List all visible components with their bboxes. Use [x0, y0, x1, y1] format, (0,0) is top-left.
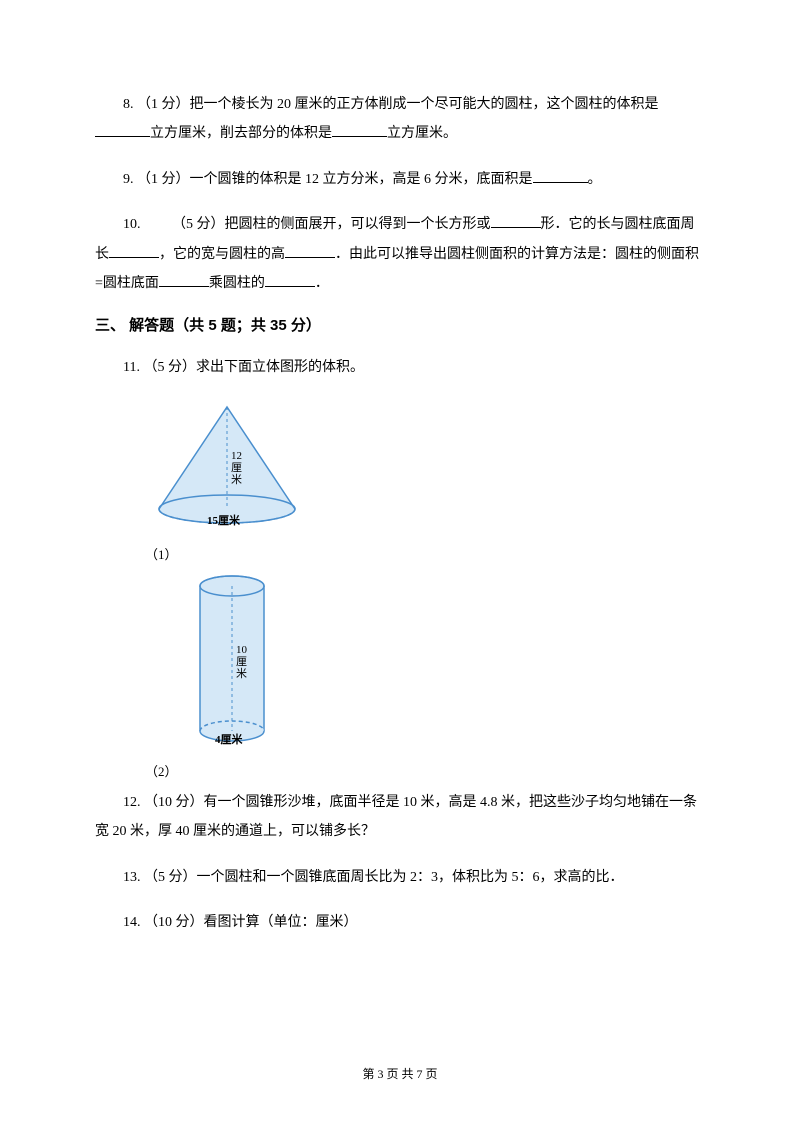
cylinder-diagram: 10 厘 米 4厘米: [185, 571, 280, 746]
q8-text1: 把一个棱长为 20 厘米的正方体削成一个尽可能大的圆柱，这个圆柱的体积是: [190, 97, 659, 112]
svg-text:厘: 厘: [231, 462, 242, 474]
blank: [95, 121, 150, 138]
figure-label-1: （1）: [145, 544, 705, 563]
q9-text1: 一个圆锥的体积是 12 立方分米，高是 6 分米，底面积是: [190, 172, 533, 187]
blank: [285, 241, 335, 258]
q11-number: 11.: [123, 360, 143, 375]
q11-points: （5 分）: [143, 360, 196, 375]
q8-number: 8.: [123, 97, 137, 112]
q13-number: 13.: [123, 870, 144, 885]
question-14: 14. （10 分）看图计算（单位：厘米）: [95, 908, 705, 937]
q10-text5: 乘圆柱的: [209, 276, 265, 291]
cylinder-figure-container: 10 厘 米 4厘米: [185, 571, 705, 751]
question-10: 10. （5 分）把圆柱的侧面展开，可以得到一个长方形或形．它的长与圆柱底面周长…: [95, 210, 705, 298]
blank: [533, 166, 588, 183]
svg-text:15厘米: 15厘米: [207, 513, 241, 527]
blank: [159, 270, 209, 287]
question-12: 12. （10 分）有一个圆锥形沙堆，底面半径是 10 米，高是 4.8 米，把…: [95, 788, 705, 847]
q13-points: （5 分）: [144, 870, 197, 885]
q14-number: 14.: [123, 915, 144, 930]
blank: [265, 270, 315, 287]
q13-text: 一个圆柱和一个圆锥底面周长比为 2：3，体积比为 5：6，求高的比．: [197, 870, 624, 885]
cone-figure-container: 12 厘 米 15厘米: [145, 399, 705, 534]
q9-number: 9.: [123, 172, 137, 187]
question-13: 13. （5 分）一个圆柱和一个圆锥底面周长比为 2：3，体积比为 5：6，求高…: [95, 863, 705, 892]
cone-diagram: 12 厘 米 15厘米: [145, 399, 310, 529]
svg-text:12: 12: [231, 450, 242, 462]
svg-text:米: 米: [231, 473, 242, 486]
svg-text:米: 米: [236, 667, 247, 680]
svg-text:10: 10: [236, 644, 248, 656]
section-3-header: 三、 解答题（共 5 题；共 35 分）: [95, 314, 705, 335]
svg-text:4厘米: 4厘米: [215, 732, 243, 746]
question-9: 9. （1 分）一个圆锥的体积是 12 立方分米，高是 6 分米，底面积是 。: [95, 165, 705, 194]
q14-points: （10 分）: [144, 915, 204, 930]
q10-text6: ．: [315, 276, 329, 291]
figure-label-2: （2）: [145, 761, 705, 780]
q10-number: 10.: [123, 217, 172, 232]
blank: [332, 121, 387, 138]
q10-text3: ，它的宽与圆柱的高: [159, 247, 285, 262]
q11-text: 求出下面立体图形的体积。: [196, 360, 364, 375]
q12-number: 12.: [123, 795, 144, 810]
q12-points: （10 分）: [144, 795, 204, 810]
q14-text: 看图计算（单位：厘米）: [204, 915, 358, 930]
svg-text:厘: 厘: [236, 656, 247, 668]
q8-text2: 立方厘米，削去部分的体积是: [150, 126, 332, 141]
question-11: 11. （5 分）求出下面立体图形的体积。: [95, 353, 705, 382]
q10-points: （5 分）: [172, 217, 225, 232]
q9-text2: 。: [588, 172, 602, 187]
question-8: 8. （1 分）把一个棱长为 20 厘米的正方体削成一个尽可能大的圆柱，这个圆柱…: [95, 90, 705, 149]
q9-points: （1 分）: [137, 172, 190, 187]
q8-text3: 立方厘米。: [387, 126, 457, 141]
page-footer: 第 3 页 共 7 页: [0, 1065, 800, 1082]
q10-text1: 把圆柱的侧面展开，可以得到一个长方形或: [225, 217, 491, 232]
blank: [491, 211, 541, 228]
blank: [109, 241, 159, 258]
q8-points: （1 分）: [137, 97, 190, 112]
